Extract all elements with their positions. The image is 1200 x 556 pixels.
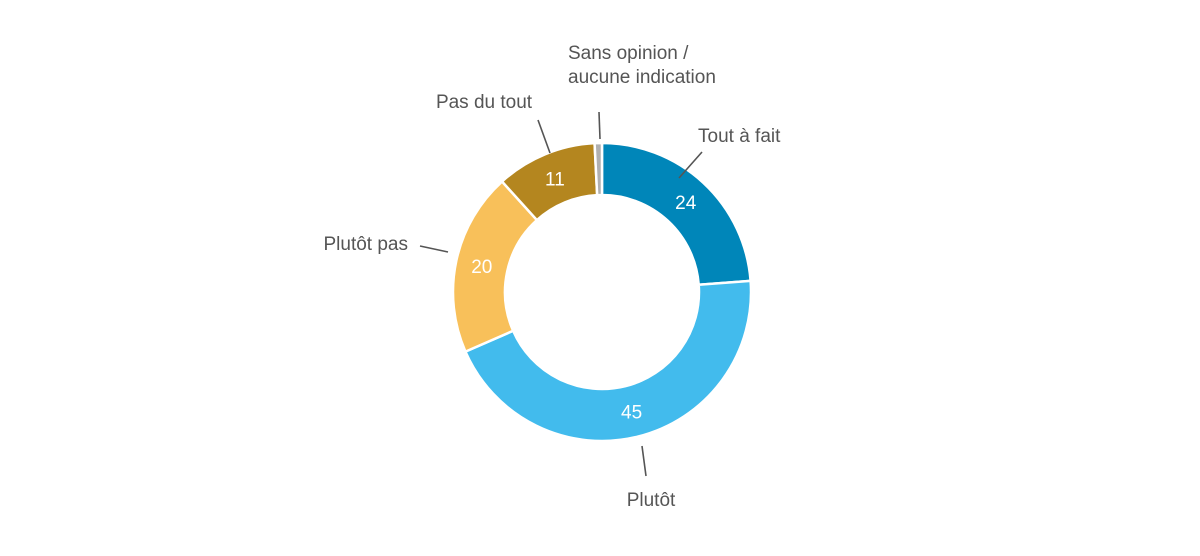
slice-sans-opinion-aucune-indication [593,141,604,197]
leader-line-plutot [641,445,647,477]
value-label-tout-a-fait: 24 [675,193,697,214]
value-label-plutot-pas: 20 [471,257,492,278]
value-label-pas-du-tout: 11 [545,169,565,190]
slices-group [451,141,753,443]
category-label-pas-du-tout: Pas du tout [436,92,533,113]
category-label-tout-a-fait: Tout à fait [698,126,781,147]
leader-line-tout-a-fait [678,151,703,179]
slice-plutot [463,279,753,443]
category-label-plutot: Plutôt [627,490,676,511]
category-label-plutot-pas: Plutôt pas [324,234,409,255]
leader-lines-group [419,111,703,477]
leader-line-sans-opinion-aucune-indication [598,111,601,140]
value-label-plutot: 45 [621,402,642,423]
category-label-sans-opinion-aucune-indication: Sans opinion / aucune indication [568,43,716,88]
category-labels-group: Tout à fait Plutôt Plutôt pas Pas du tout Sa… [324,43,782,511]
leader-line-plutot-pas [419,245,449,253]
value-labels-group: 24 45 20 11 [471,169,696,423]
leader-line-pas-du-tout [537,119,551,154]
slice-tout-a-fait [600,141,752,287]
